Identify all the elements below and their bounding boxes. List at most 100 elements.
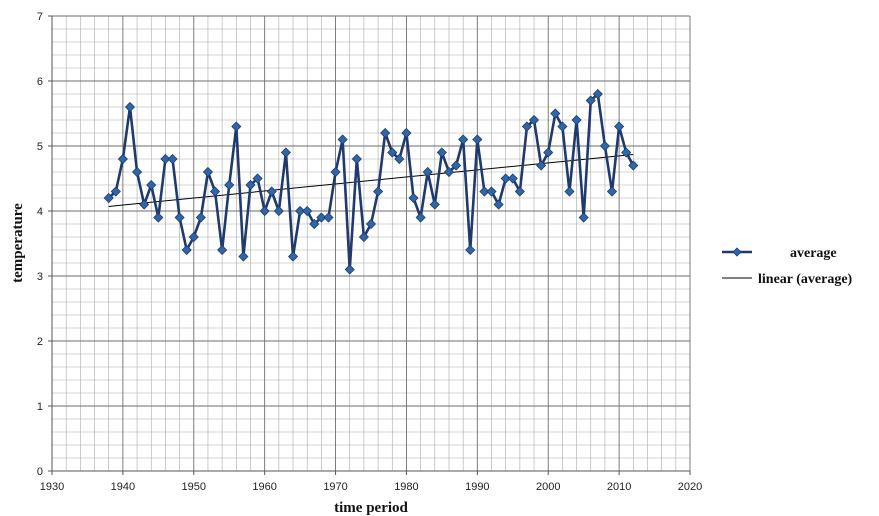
data-point-average xyxy=(231,121,242,132)
x-tick-label: 1970 xyxy=(323,481,347,493)
data-point-average xyxy=(514,186,525,197)
data-point-average xyxy=(528,114,540,126)
x-tick-label: 2000 xyxy=(536,481,560,493)
data-point-average xyxy=(365,218,377,230)
data-point-average xyxy=(536,160,547,171)
data-point-average xyxy=(606,186,618,197)
data-point-average xyxy=(614,121,625,132)
data-point-average xyxy=(458,134,469,145)
data-point-average xyxy=(195,212,206,223)
data-point-average xyxy=(373,186,384,197)
data-point-average xyxy=(351,153,362,165)
legend-item-average: average xyxy=(722,246,837,261)
data-point-average xyxy=(401,127,412,139)
data-point-average xyxy=(380,127,391,139)
x-axis-title: time period xyxy=(334,500,408,516)
series-layer xyxy=(103,88,639,275)
data-point-average xyxy=(571,114,582,126)
data-point-average xyxy=(302,205,313,217)
data-point-average xyxy=(153,212,164,223)
data-point-average xyxy=(245,179,256,191)
data-point-average xyxy=(465,244,476,256)
plot-area xyxy=(52,16,690,471)
data-point-average xyxy=(387,147,398,158)
legend: average linear (average) xyxy=(722,246,853,287)
data-point-average xyxy=(316,212,327,223)
data-point-average xyxy=(592,88,603,100)
data-point-average xyxy=(550,108,561,119)
data-point-average xyxy=(599,140,610,152)
legend-item-linear-average: linear (average) xyxy=(722,272,853,287)
data-point-average xyxy=(181,244,192,256)
data-point-average xyxy=(415,212,426,223)
y-tick-label: 5 xyxy=(37,141,43,153)
data-point-average xyxy=(124,101,136,113)
y-axis-title: temperature xyxy=(10,203,26,283)
y-tick-label: 1 xyxy=(37,401,43,413)
data-point-average xyxy=(337,134,348,145)
data-point-average xyxy=(224,179,235,191)
data-point-average xyxy=(443,166,455,178)
data-point-average xyxy=(266,186,277,197)
legend-marker-diamond xyxy=(732,247,742,257)
x-tick-label: 1930 xyxy=(40,481,64,493)
data-point-average xyxy=(621,147,632,158)
data-point-average xyxy=(287,251,299,262)
data-point-average xyxy=(110,186,121,197)
data-point-average xyxy=(202,166,214,178)
data-point-average xyxy=(628,160,639,171)
data-point-average xyxy=(273,205,284,217)
data-point-average xyxy=(323,212,334,223)
data-point-average xyxy=(408,192,419,204)
x-tick-label: 1960 xyxy=(252,481,276,493)
data-point-average xyxy=(451,160,462,171)
y-tick-label: 7 xyxy=(37,11,43,23)
data-point-average xyxy=(422,166,433,178)
data-point-average xyxy=(160,153,171,165)
data-point-average xyxy=(507,173,518,184)
data-point-average xyxy=(188,231,199,243)
y-tick-label: 6 xyxy=(37,76,43,88)
data-point-average xyxy=(174,212,185,223)
x-tick-label: 1940 xyxy=(111,481,135,493)
data-point-average xyxy=(309,218,320,230)
y-tick-label: 4 xyxy=(37,206,43,218)
data-point-average xyxy=(252,173,263,184)
data-point-average xyxy=(479,186,490,197)
data-point-average xyxy=(330,166,341,178)
data-point-average xyxy=(486,186,497,197)
data-point-average xyxy=(429,199,440,210)
data-point-average xyxy=(139,199,150,210)
axes xyxy=(51,16,690,472)
data-point-average xyxy=(358,231,369,243)
y-tick-label: 2 xyxy=(37,336,43,348)
data-point-average xyxy=(500,173,511,184)
data-point-average xyxy=(543,147,554,158)
data-point-average xyxy=(394,153,405,165)
data-point-average xyxy=(344,264,355,275)
x-tick-labels: 1930 1940 1950 1960 1970 1980 1990 2000 2010 2020 xyxy=(40,471,702,493)
data-point-average xyxy=(132,166,143,178)
y-tick-label: 3 xyxy=(37,271,43,283)
y-tick-labels: 0 1 2 3 4 5 6 7 xyxy=(37,11,52,478)
minor-grid xyxy=(52,16,690,471)
data-point-average xyxy=(564,186,575,197)
data-point-average xyxy=(167,153,178,165)
data-point-average xyxy=(217,244,228,256)
legend-label-average: average xyxy=(790,246,837,261)
data-point-average xyxy=(585,95,596,106)
x-tick-label: 1950 xyxy=(182,481,206,493)
data-point-average xyxy=(117,153,128,165)
x-tick-label: 1980 xyxy=(394,481,418,493)
x-tick-label: 1990 xyxy=(465,481,489,493)
data-point-average xyxy=(578,212,589,223)
data-point-average xyxy=(472,134,483,145)
data-point-average xyxy=(280,147,291,158)
x-tick-label: 2010 xyxy=(607,481,631,493)
data-point-average xyxy=(259,205,270,217)
data-point-average xyxy=(493,199,504,210)
trendline-linear-average xyxy=(108,153,634,207)
y-tick-label: 0 xyxy=(37,466,43,478)
legend-label-linear-average: linear (average) xyxy=(758,272,853,287)
